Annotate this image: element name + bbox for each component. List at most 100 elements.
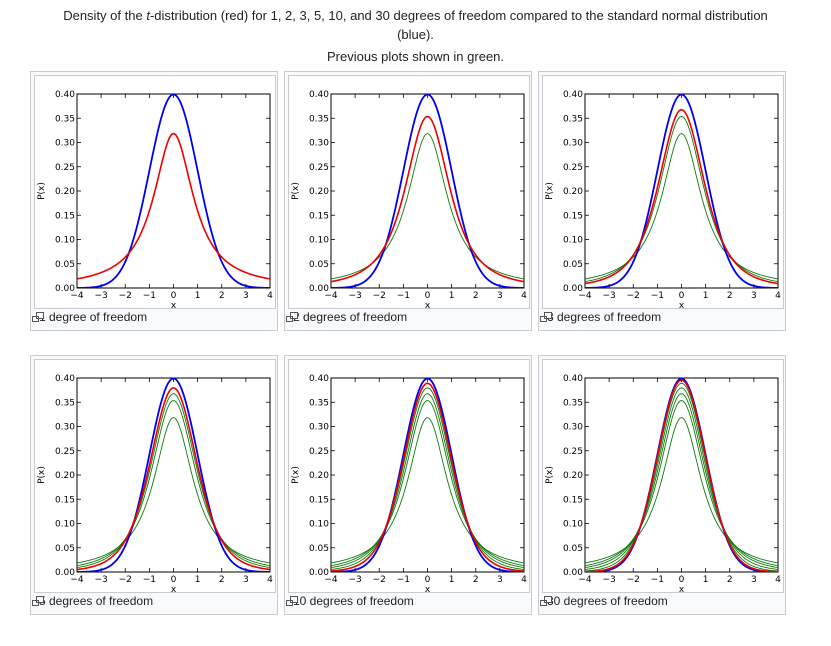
previous-t-curve [77, 417, 270, 564]
plot-area [584, 93, 779, 289]
x-tick-label: 2 [219, 291, 225, 301]
t-curve [585, 108, 778, 285]
x-axis-label: x [425, 585, 431, 593]
chart-group: 0.00 0.05 0.10 0.15 0.20 0.25 0.30 0.35 0.40 −4 −3… [291, 374, 527, 593]
x-axis-label: x [171, 301, 177, 309]
x-tick-label: 1 [195, 291, 201, 301]
enlarge-icon[interactable] [32, 312, 44, 322]
enlarge-icon-large [544, 312, 552, 319]
y-tick-label: 0.00 [309, 568, 329, 578]
enlarge-icon[interactable] [286, 596, 298, 606]
previous-t-curve [585, 133, 778, 280]
y-tick-label: 0.00 [563, 284, 583, 294]
caption-text: Density of the [63, 8, 147, 23]
x-tick-label: −3 [348, 575, 361, 585]
x-tick-label: 2 [219, 575, 225, 585]
normal-curve [331, 93, 524, 288]
enlarge-icon-large [290, 596, 298, 603]
caption-text: -distribution (red) for 1, 2, 3, 5, 10, … [149, 8, 768, 23]
y-tick-label: 0.15 [55, 211, 75, 221]
panel-caption: 1 degree of freedom [39, 310, 148, 324]
y-tick-label: 0.35 [55, 398, 75, 408]
enlarge-icon[interactable] [32, 596, 44, 606]
plot-panel: 0.00 0.05 0.10 0.15 0.20 0.25 0.30 0.35 0.40 −4 −3… [284, 71, 532, 331]
previous-t-curve [331, 417, 524, 564]
density-chart: 0.00 0.05 0.10 0.15 0.20 0.25 0.30 0.35 0.40 −4 −3… [37, 90, 273, 309]
enlarge-icon-small [286, 316, 293, 322]
y-tick-label: 0.30 [309, 139, 329, 149]
curves [585, 377, 778, 572]
enlarge-icon[interactable] [540, 596, 552, 606]
y-tick-label: 0.15 [309, 211, 329, 221]
enlarge-icon-small [286, 600, 293, 606]
y-tick-label: 0.40 [55, 374, 75, 384]
y-axis-label: P(x) [37, 466, 47, 484]
enlarge-icon-small [32, 316, 39, 322]
y-tick-label: 0.40 [309, 374, 329, 384]
plot-panel: 0.00 0.05 0.10 0.15 0.20 0.25 0.30 0.35 0.40 −4 −3… [538, 355, 786, 615]
x-tick-label: 4 [775, 575, 781, 585]
y-tick-label: 0.20 [563, 187, 583, 197]
chart-group: 0.00 0.05 0.10 0.15 0.20 0.25 0.30 0.35 0.40 −4 −3… [37, 374, 273, 593]
y-axis-label: P(x) [545, 182, 555, 200]
chart-group: 0.00 0.05 0.10 0.15 0.20 0.25 0.30 0.35 0.40 −4 −3… [37, 90, 273, 309]
x-tick-label: 1 [703, 291, 709, 301]
x-tick-label: −1 [397, 291, 410, 301]
y-axis-label: P(x) [37, 182, 47, 200]
x-tick-label: 3 [751, 291, 757, 301]
y-tick-label: 0.40 [563, 374, 583, 384]
y-tick-label: 0.10 [55, 236, 75, 246]
x-tick-label: 2 [727, 291, 733, 301]
x-tick-label: 1 [195, 575, 201, 585]
y-tick-label: 0.05 [55, 544, 75, 554]
plot-panel: 0.00 0.05 0.10 0.15 0.20 0.25 0.30 0.35 0.40 −4 −3… [30, 355, 278, 615]
x-tick-label: 2 [473, 291, 479, 301]
y-tick-label: 0.05 [309, 260, 329, 270]
t-curve [585, 379, 778, 572]
y-tick-label: 0.20 [55, 471, 75, 481]
y-tick-label: 0.00 [563, 568, 583, 578]
x-tick-label: 4 [267, 575, 273, 585]
y-tick-label: 0.35 [563, 398, 583, 408]
x-tick-label: −4 [70, 291, 84, 301]
x-tick-label: −2 [627, 575, 640, 585]
y-tick-label: 0.05 [563, 544, 583, 554]
plot-area [584, 377, 779, 573]
x-tick-label: −2 [119, 575, 132, 585]
t-curve [331, 382, 524, 572]
y-axis-label: P(x) [291, 182, 301, 200]
normal-curve [77, 377, 270, 572]
panel-caption: 10 degrees of freedom [293, 594, 414, 608]
y-tick-label: 0.00 [55, 568, 75, 578]
enlarge-icon[interactable] [540, 312, 552, 322]
x-tick-label: 2 [727, 575, 733, 585]
x-tick-label: 0 [425, 291, 431, 301]
y-tick-label: 0.35 [309, 114, 329, 124]
y-tick-label: 0.25 [309, 447, 329, 457]
curves [331, 93, 524, 288]
density-chart: 0.00 0.05 0.10 0.15 0.20 0.25 0.30 0.35 0.40 −4 −3… [291, 374, 527, 593]
y-tick-label: 0.30 [55, 139, 75, 149]
y-tick-label: 0.10 [309, 236, 329, 246]
caption-line-1: Density of the t-distribution (red) for … [0, 6, 831, 25]
caption-t-italic: t [146, 8, 150, 23]
y-tick-label: 0.35 [55, 114, 75, 124]
y-tick-label: 0.30 [309, 423, 329, 433]
y-tick-label: 0.25 [55, 163, 75, 173]
plot-panel: 0.00 0.05 0.10 0.15 0.20 0.25 0.30 0.35 0.40 −4 −3… [538, 71, 786, 331]
x-tick-label: −4 [70, 575, 84, 585]
enlarge-icon-large [290, 312, 298, 319]
x-tick-label: −2 [373, 291, 386, 301]
y-tick-label: 0.25 [309, 163, 329, 173]
previous-t-curve [585, 417, 778, 564]
previous-t-curve [585, 382, 778, 572]
previous-t-curve [331, 387, 524, 570]
x-tick-label: −3 [94, 291, 107, 301]
y-axis-label: P(x) [545, 466, 555, 484]
y-tick-label: 0.05 [309, 544, 329, 554]
enlarge-icon[interactable] [286, 312, 298, 322]
y-tick-label: 0.10 [563, 520, 583, 530]
x-tick-label: 1 [449, 291, 455, 301]
t-curve [77, 132, 270, 280]
density-chart: 0.00 0.05 0.10 0.15 0.20 0.25 0.30 0.35 0.40 −4 −3… [37, 374, 273, 593]
